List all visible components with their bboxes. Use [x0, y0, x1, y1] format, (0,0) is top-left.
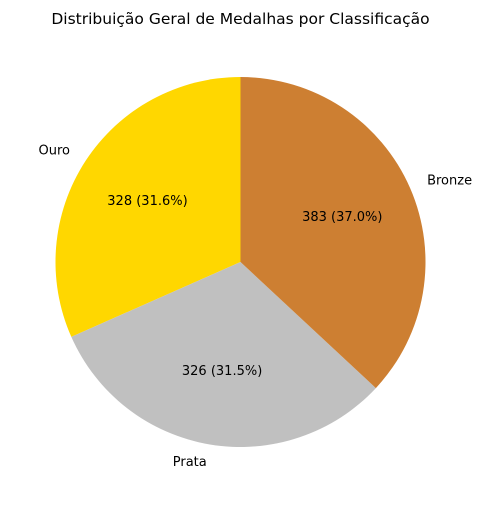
category-label-bronze: Bronze: [427, 173, 472, 188]
category-label-ouro: Ouro: [38, 143, 70, 158]
chart-title: Distribuição Geral de Medalhas por Class…: [51, 10, 429, 28]
category-label-prata: Prata: [173, 455, 207, 470]
pie-slices: [55, 77, 426, 447]
pie-labels: Ouro 328 (31.6%) Prata 326 (31.5%) Bronze 383…: [38, 143, 472, 470]
pie-slice-prata: [71, 262, 376, 447]
pie-slice-ouro: [55, 77, 241, 337]
pie-slice-bronze: [240, 77, 426, 389]
percent-label-ouro: 328 (31.6%): [107, 194, 187, 209]
percent-label-prata: 326 (31.5%): [182, 364, 262, 379]
percent-label-bronze: 383 (37.0%): [302, 210, 382, 225]
